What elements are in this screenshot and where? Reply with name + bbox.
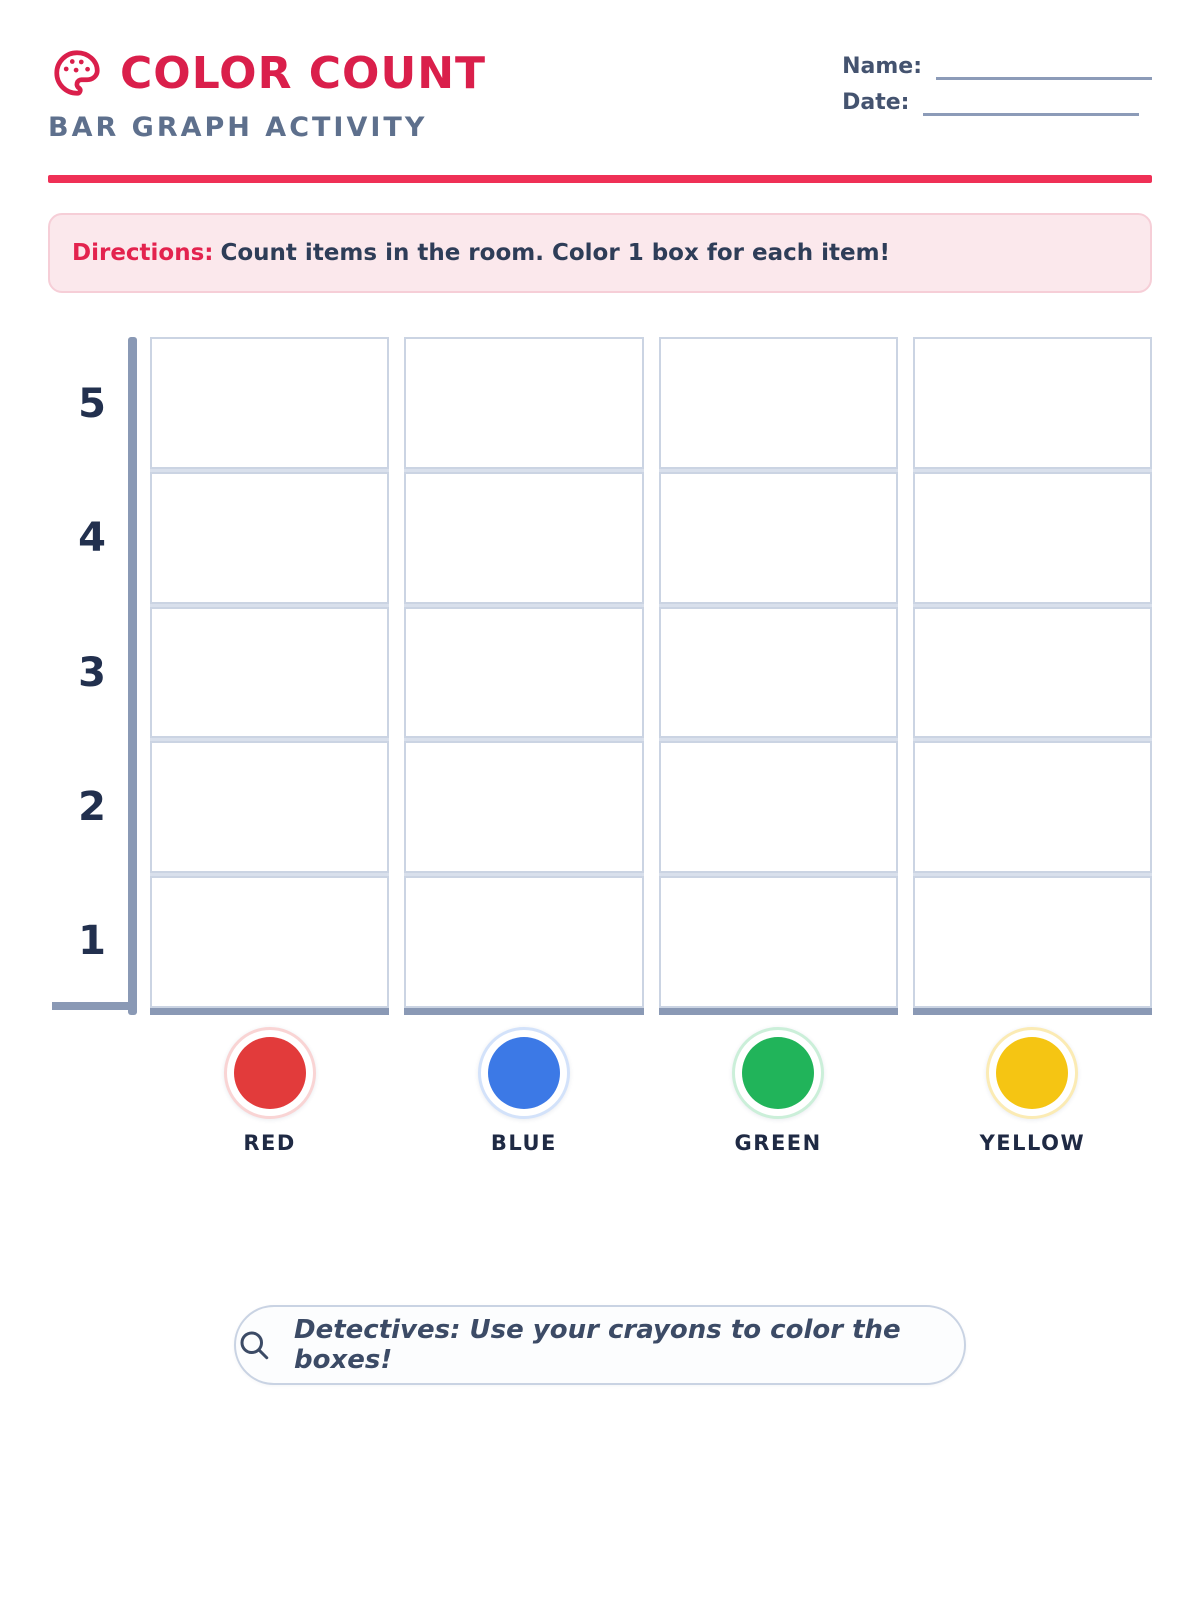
grid-columns	[150, 337, 1152, 1015]
color-circle-green	[742, 1037, 815, 1109]
color-circle-blue	[487, 1037, 560, 1109]
y-tick-label: 2	[78, 783, 106, 830]
color-circle-ring	[732, 1027, 825, 1119]
grid-cell-blue-5[interactable]	[404, 337, 644, 469]
y-tick-label: 5	[78, 381, 106, 428]
grid-cell-blue-2[interactable]	[404, 741, 644, 874]
grid-column-red	[150, 337, 390, 1015]
header-divider	[48, 175, 1152, 183]
directions-text: Count items in the room. Color	[220, 240, 628, 266]
grid-column-green	[658, 337, 898, 1015]
directions-box: Directions: Count items in the room. Colo…	[48, 213, 1152, 293]
palette-icon	[48, 46, 106, 100]
legend-label: GREEN	[734, 1131, 822, 1155]
grid-cell-yellow-2[interactable]	[912, 741, 1152, 874]
color-circle-ring	[223, 1027, 316, 1119]
grid-cell-red-1[interactable]	[150, 876, 390, 1008]
y-axis-line	[128, 337, 137, 1015]
legend-spacer	[48, 1027, 150, 1155]
date-field-row: Date:	[842, 92, 1152, 116]
bar-graph: 5 4 3 2 1	[48, 337, 1152, 1015]
name-field-row: Name:	[842, 56, 1152, 80]
grid-cell-green-5[interactable]	[658, 337, 898, 469]
grid-cell-green-4[interactable]	[658, 471, 898, 604]
header-left: COLOR COUNT BAR GRAPH ACTIVITY	[48, 46, 487, 144]
name-label: Name:	[842, 54, 922, 79]
y-tick-label: 4	[78, 515, 106, 562]
grid-cell-blue-3[interactable]	[404, 606, 644, 739]
directions-text-after: for each item!	[698, 240, 891, 266]
name-input-line[interactable]	[936, 61, 1152, 80]
y-tick-label: 1	[78, 917, 106, 964]
grid-cell-red-2[interactable]	[150, 741, 390, 874]
date-input-line[interactable]	[923, 97, 1140, 116]
grid-cell-red-5[interactable]	[150, 337, 390, 469]
directions-bold: 1 box	[627, 240, 699, 266]
color-circle-yellow	[996, 1037, 1069, 1109]
color-circle-red	[233, 1037, 306, 1109]
header-fields: Name: Date:	[842, 46, 1152, 128]
search-icon	[236, 1327, 272, 1363]
x-axis-foot	[52, 1002, 134, 1010]
grid-cell-yellow-5[interactable]	[912, 337, 1152, 469]
color-circle-ring	[477, 1027, 570, 1119]
grid-cell-yellow-1[interactable]	[912, 876, 1152, 1008]
grid-cell-blue-4[interactable]	[404, 471, 644, 604]
date-label: Date:	[842, 90, 910, 115]
legend-label: BLUE	[490, 1131, 557, 1155]
worksheet-page: COLOR COUNT BAR GRAPH ACTIVITY Name: Dat…	[48, 46, 1152, 1385]
page-subtitle: BAR GRAPH ACTIVITY	[48, 112, 428, 143]
grid-cell-yellow-3[interactable]	[912, 606, 1152, 739]
legend-item-green: GREEN	[659, 1027, 898, 1155]
grid-cell-red-3[interactable]	[150, 606, 390, 739]
legend-item-yellow: YELLOW	[913, 1027, 1152, 1155]
footer-note: Detectives: Use your crayons to color th…	[234, 1305, 966, 1385]
grid-cell-red-4[interactable]	[150, 471, 390, 604]
grid-column-blue	[404, 337, 644, 1015]
color-legend: RED BLUE GREEN YELLOW	[48, 1027, 1152, 1155]
footer-note-text: Detectives: Use your crayons to color th…	[294, 1315, 901, 1375]
y-axis-labels: 5 4 3 2 1	[48, 337, 128, 1008]
grid-cell-blue-1[interactable]	[404, 876, 644, 1008]
grid-cell-green-1[interactable]	[658, 876, 898, 1008]
y-tick-label: 3	[78, 649, 106, 696]
grid-cell-yellow-4[interactable]	[912, 471, 1152, 604]
page-title: COLOR COUNT	[120, 47, 487, 99]
color-circle-ring	[986, 1027, 1079, 1119]
legend-item-blue: BLUE	[404, 1027, 643, 1155]
legend-label: RED	[243, 1131, 296, 1155]
legend-items: RED BLUE GREEN YELLOW	[150, 1027, 1152, 1155]
header: COLOR COUNT BAR GRAPH ACTIVITY Name: Dat…	[48, 46, 1152, 143]
grid-cell-green-3[interactable]	[658, 606, 898, 739]
directions-label: Directions:	[72, 240, 214, 266]
legend-label: YELLOW	[979, 1131, 1086, 1155]
legend-item-red: RED	[150, 1027, 389, 1155]
grid-column-yellow	[912, 337, 1152, 1015]
grid-cell-green-2[interactable]	[658, 741, 898, 874]
